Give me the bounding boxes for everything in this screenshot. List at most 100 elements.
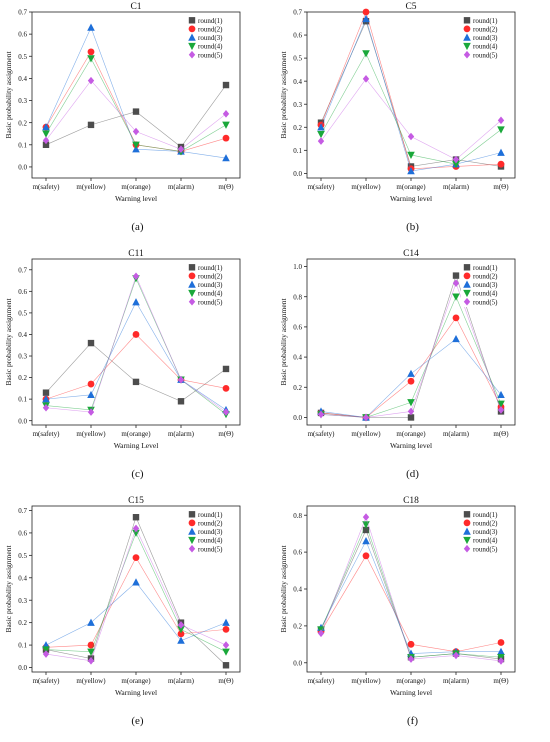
- data-point-round-5: [362, 513, 370, 521]
- y-tick-label: 0.4: [18, 75, 27, 83]
- legend-label: round(3): [198, 528, 223, 536]
- legend-label: round(5): [198, 298, 223, 306]
- data-point-round-4: [407, 399, 415, 407]
- y-tick-label: 0.6: [18, 31, 27, 39]
- y-tick-label: 0.7: [18, 507, 27, 515]
- legend-marker-round-3: [188, 280, 196, 288]
- data-point-round-2: [452, 314, 460, 322]
- data-point-round-2: [407, 640, 415, 648]
- legend-label: round(2): [198, 273, 223, 281]
- legend-marker-round-5: [463, 544, 471, 553]
- chart-panel-5: C15 0.0 0.1 0.2 0.3 0.4 0.5 0.6 0.7 m(safety) m(ye…: [4, 496, 241, 727]
- data-point-round-3: [362, 14, 370, 23]
- chart-panel-2: C5 0.0 0.1 0.2 0.3 0.4 0.5 0.6 0.7 m(safety) m(yel…: [279, 2, 516, 233]
- data-point-round-5: [452, 651, 460, 660]
- legend-label: round(3): [198, 281, 223, 289]
- x-tick-label: m(yellow): [76, 677, 106, 685]
- series-line-round-2: [45, 334, 227, 400]
- legend-marker-round-2: [463, 25, 471, 33]
- legend-label: round(3): [198, 34, 223, 42]
- y-tick-label: 0.3: [18, 597, 27, 605]
- data-point-round-3: [222, 618, 230, 626]
- legend-marker-round-1: [188, 264, 196, 271]
- data-point-round-4: [222, 121, 230, 129]
- legend-label: round(1): [473, 511, 498, 519]
- series-line-round-3: [320, 540, 501, 654]
- data-point-round-2: [497, 160, 505, 168]
- data-point-round-5: [87, 656, 95, 665]
- data-point-round-4: [497, 126, 505, 134]
- legend-marker-round-4: [188, 42, 196, 51]
- data-point-round-3: [407, 167, 415, 175]
- data-point-round-5: [497, 406, 505, 414]
- data-point-round-5: [317, 410, 325, 419]
- chart-title: C14: [403, 249, 419, 259]
- data-point-round-3: [222, 154, 230, 162]
- data-point-round-1: [452, 272, 460, 279]
- y-tick-label: 0.1: [18, 141, 27, 149]
- y-tick-label: 0.7: [18, 9, 27, 17]
- y-axis-label: Basic probability assignment: [4, 298, 13, 386]
- x-tick-label: m(alarm): [168, 677, 195, 685]
- data-point-round-5: [407, 132, 415, 141]
- data-point-round-5: [362, 75, 370, 83]
- panel-label: (a): [131, 221, 144, 233]
- x-tick-label: m(Θ): [218, 183, 234, 191]
- x-tick-label: m(safety): [33, 677, 60, 685]
- legend-label: round(5): [473, 298, 498, 306]
- y-tick-label: 0.3: [18, 353, 27, 361]
- legend-marker-round-3: [463, 280, 471, 288]
- y-tick-label: 0.6: [18, 530, 27, 538]
- x-tick-label: m(safety): [308, 677, 335, 685]
- y-axis-label: Basic probability assignment: [4, 51, 13, 139]
- data-point-round-4: [452, 293, 460, 301]
- x-tick-label: m(safety): [308, 430, 335, 438]
- x-axis-label: Warning level: [115, 688, 157, 697]
- data-point-round-2: [132, 331, 140, 338]
- legend-label: round(3): [473, 528, 498, 536]
- legend-label: round(1): [198, 511, 223, 519]
- panel-label: (c): [131, 468, 144, 480]
- chart-title: C11: [128, 249, 144, 259]
- x-axis-label: Warning level: [115, 194, 157, 203]
- series-line-round-2: [45, 556, 227, 648]
- data-point-round-3: [87, 390, 95, 399]
- data-point-round-5: [317, 137, 325, 145]
- data-point-round-5: [452, 279, 460, 287]
- chart-panel-3: C11 0.0 0.1 0.2 0.3 0.4 0.5 0.6 0.7 m(safety) m(ye…: [4, 249, 241, 480]
- data-point-round-1: [407, 414, 415, 421]
- y-tick-label: 0.2: [293, 124, 302, 132]
- panel-label: (b): [406, 221, 419, 233]
- y-tick-label: 0.7: [18, 266, 27, 274]
- legend-marker-round-5: [188, 297, 196, 306]
- data-point-round-5: [407, 655, 415, 663]
- x-axis-label: Warning level: [390, 688, 432, 697]
- data-point-round-2: [362, 8, 370, 16]
- legend-label: round(5): [198, 51, 223, 59]
- data-point-round-1: [87, 121, 95, 129]
- y-tick-label: 0.0: [18, 664, 27, 672]
- legend-marker-round-4: [463, 289, 471, 298]
- legend-label: round(1): [473, 17, 498, 25]
- data-point-round-4: [407, 151, 415, 159]
- y-tick-label: 0.1: [18, 396, 27, 404]
- x-tick-label: m(yellow): [76, 430, 106, 438]
- legend-label: round(2): [473, 26, 498, 34]
- y-axis-label: Basic probability assignment: [279, 545, 288, 633]
- data-point-round-2: [497, 639, 505, 646]
- y-tick-label: 0.1: [18, 642, 27, 650]
- chart-title: C5: [405, 2, 416, 12]
- y-axis-label: Basic probability assignment: [279, 298, 288, 386]
- legend-marker-round-2: [188, 25, 196, 33]
- y-tick-label: 0.0: [18, 417, 27, 425]
- data-point-round-2: [222, 384, 230, 392]
- data-point-round-1: [222, 662, 230, 669]
- data-point-round-5: [177, 375, 185, 384]
- legend-label: round(4): [473, 290, 498, 298]
- legend-marker-round-5: [463, 297, 471, 306]
- legend-marker-round-2: [188, 272, 196, 280]
- x-tick-label: m(Θ): [218, 677, 234, 685]
- legend-marker-round-1: [188, 511, 196, 518]
- data-point-round-1: [362, 526, 370, 534]
- y-axis-label: Basic probability assignment: [279, 51, 288, 139]
